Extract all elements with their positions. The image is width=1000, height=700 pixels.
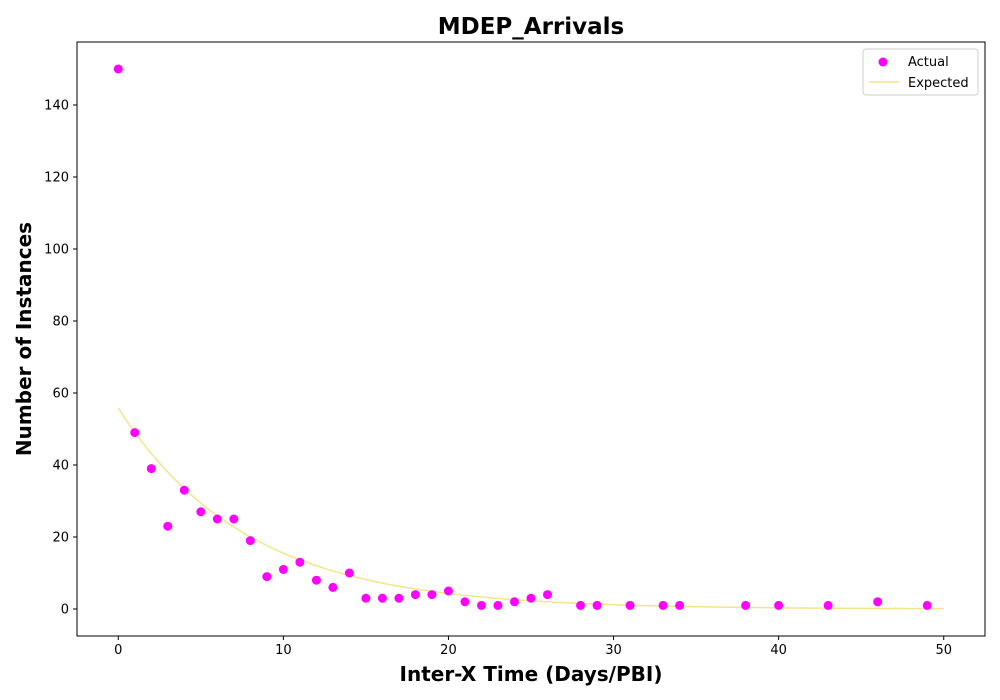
y-tick-label: 60 <box>52 387 69 402</box>
y-tick-label: 100 <box>44 243 69 258</box>
actual-point <box>130 428 140 438</box>
actual-point <box>427 590 437 600</box>
actual-point <box>361 593 371 603</box>
actual-point <box>394 593 404 603</box>
legend-actual-label: Actual <box>908 55 949 70</box>
actual-point <box>741 600 751 610</box>
legend-box <box>862 48 979 96</box>
actual-point <box>460 597 470 607</box>
actual-point <box>543 590 553 600</box>
legend: Actual Expected <box>862 48 979 96</box>
actual-point <box>493 600 503 610</box>
y-tick-label: 20 <box>52 531 69 546</box>
y-tick-label: 120 <box>44 171 69 186</box>
actual-point <box>163 521 173 531</box>
actual-point <box>873 597 883 607</box>
y-axis-ticks: 0 20 40 60 80 100 120 140 <box>44 99 77 618</box>
actual-point <box>625 600 635 610</box>
x-axis-ticks: 0 10 20 30 40 50 <box>114 636 952 658</box>
x-tick-label: 0 <box>114 643 122 658</box>
legend-actual-marker <box>878 57 888 67</box>
legend-expected-label: Expected <box>908 76 969 91</box>
actual-point <box>295 557 305 567</box>
actual-point <box>526 593 536 603</box>
y-tick-label: 0 <box>61 603 69 618</box>
actual-point <box>823 600 833 610</box>
actual-point <box>262 572 272 582</box>
plot-area <box>76 41 986 637</box>
actual-point <box>344 568 354 578</box>
actual-point <box>922 600 932 610</box>
x-tick-label: 30 <box>605 643 622 658</box>
x-axis-label: Inter-X Time (Days/PBI) <box>400 662 663 686</box>
actual-point <box>592 600 602 610</box>
actual-point <box>443 586 453 596</box>
actual-point <box>774 600 784 610</box>
x-tick-label: 50 <box>935 643 952 658</box>
actual-point <box>113 64 123 74</box>
actual-points <box>113 64 932 610</box>
actual-point <box>278 564 288 574</box>
y-tick-label: 80 <box>52 315 69 330</box>
x-tick-label: 10 <box>275 643 292 658</box>
actual-point <box>311 575 321 585</box>
x-tick-label: 40 <box>770 643 787 658</box>
actual-point <box>675 600 685 610</box>
actual-point <box>377 593 387 603</box>
y-axis-label: Number of Instances <box>12 222 36 456</box>
y-tick-label: 140 <box>44 99 69 114</box>
actual-point <box>146 464 156 474</box>
actual-point <box>476 600 486 610</box>
actual-point <box>229 514 239 524</box>
y-tick-label: 40 <box>52 459 69 474</box>
actual-point <box>212 514 222 524</box>
chart-title: MDEP_Arrivals <box>438 14 625 40</box>
actual-point <box>328 582 338 592</box>
actual-point <box>410 590 420 600</box>
actual-point <box>245 536 255 546</box>
actual-point <box>509 597 519 607</box>
x-tick-label: 20 <box>440 643 457 658</box>
actual-point <box>196 507 206 517</box>
actual-point <box>179 485 189 495</box>
actual-point <box>576 600 586 610</box>
actual-point <box>658 600 668 610</box>
